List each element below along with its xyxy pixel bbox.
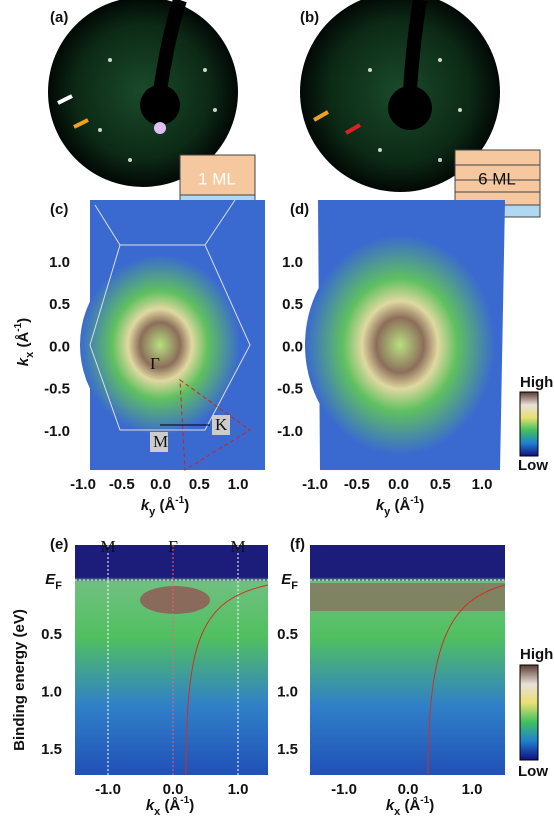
panel-label: (d) <box>290 201 309 218</box>
x-tick-label: 0.0 <box>398 781 419 798</box>
axis-label-part: (Å <box>155 497 175 514</box>
fermi-sub: F <box>55 580 62 592</box>
y-tick-label: 1.5 <box>41 741 62 758</box>
x-tick-label: 0.0 <box>150 476 171 493</box>
x-tick-label: -1.0 <box>95 781 121 798</box>
y-tick-label: 0.5 <box>282 296 303 313</box>
map-e <box>75 545 268 775</box>
y-axis-label: kx (Å-1) <box>13 318 36 366</box>
y-tick-label: 0.5 <box>49 296 70 313</box>
y-tick-label: 0.0 <box>49 338 70 355</box>
axis-label-part: (Å <box>160 797 180 814</box>
x-axis-label: kx (Å-1) <box>386 795 434 817</box>
point-label: Γ <box>150 354 160 373</box>
fermi-sub: F <box>291 580 298 592</box>
y-tick-label: 0.0 <box>282 338 303 355</box>
panel-label: (c) <box>50 201 68 218</box>
axis-label-part: ) <box>15 318 32 323</box>
axis-label-part: (Å <box>390 497 410 514</box>
x-tick-label: -0.5 <box>109 476 135 493</box>
point-label: K <box>215 415 228 434</box>
axis-label-part: ) <box>429 797 434 814</box>
x-tick-label: -1.0 <box>331 781 357 798</box>
x-axis-label: ky (Å-1) <box>376 495 424 518</box>
x-tick-label: 1.0 <box>472 476 493 493</box>
point-label: M <box>230 537 245 556</box>
fermi-label: EF <box>45 571 62 592</box>
panel-label: (b) <box>300 9 319 26</box>
x-tick-label: 1.0 <box>462 781 483 798</box>
x-tick-label: -1.0 <box>70 476 96 493</box>
x-axis-label: ky (Å-1) <box>141 495 189 518</box>
y-tick-label: -0.5 <box>44 381 70 398</box>
colorbar-f <box>520 665 538 760</box>
x-tick-label: 1.0 <box>228 781 249 798</box>
map-d <box>305 200 505 470</box>
y-tick-label: -0.5 <box>277 381 303 398</box>
y-tick-label: 0.5 <box>41 626 62 643</box>
y-tick-label: 0.5 <box>277 626 298 643</box>
axis-label-part: ) <box>419 497 424 514</box>
colorbar-d <box>520 392 538 456</box>
x-tick-label: -1.0 <box>302 476 328 493</box>
point-label: Γ <box>168 537 178 556</box>
panel-label: (f) <box>290 536 305 553</box>
colorbar-label: High <box>520 646 553 663</box>
x-tick-label: 0.5 <box>430 476 451 493</box>
map-c <box>80 200 265 470</box>
axis-label-part: (Å <box>400 797 420 814</box>
axis-label-part: ) <box>189 797 194 814</box>
fermi-label: EF <box>281 571 298 592</box>
y-tick-label: 1.5 <box>277 741 298 758</box>
panel-label: (e) <box>50 536 68 553</box>
inset-label: 1 ML <box>198 169 236 188</box>
y-tick-label: -1.0 <box>277 423 303 440</box>
point-label: M <box>153 432 168 451</box>
figure: (a) (b) 1 ML 6 ML (c) (d) (e) (f) Γ M K … <box>0 0 554 817</box>
colorbar-label: Low <box>518 457 548 474</box>
y-tick-label: 1.0 <box>277 683 298 700</box>
map-f <box>310 545 505 775</box>
y-tick-label: 1.0 <box>282 254 303 271</box>
x-axis-label: kx (Å-1) <box>146 795 194 817</box>
y-tick-label: 1.0 <box>49 254 70 271</box>
x-tick-label: 0.5 <box>189 476 210 493</box>
axis-label-part: ) <box>184 497 189 514</box>
panel-label: (a) <box>50 9 68 26</box>
y-axis-label: Binding energy (eV) <box>11 609 28 751</box>
x-tick-label: 1.0 <box>228 476 249 493</box>
point-label: M <box>100 537 115 556</box>
x-tick-label: -0.5 <box>344 476 370 493</box>
colorbar-label: High <box>520 374 553 391</box>
x-tick-label: 0.0 <box>388 476 409 493</box>
inset-label: 6 ML <box>478 169 516 188</box>
y-tick-label: -1.0 <box>44 423 70 440</box>
colorbar-label: Low <box>518 763 548 780</box>
y-tick-label: 1.0 <box>41 683 62 700</box>
axis-label-part: (Å <box>15 332 32 352</box>
